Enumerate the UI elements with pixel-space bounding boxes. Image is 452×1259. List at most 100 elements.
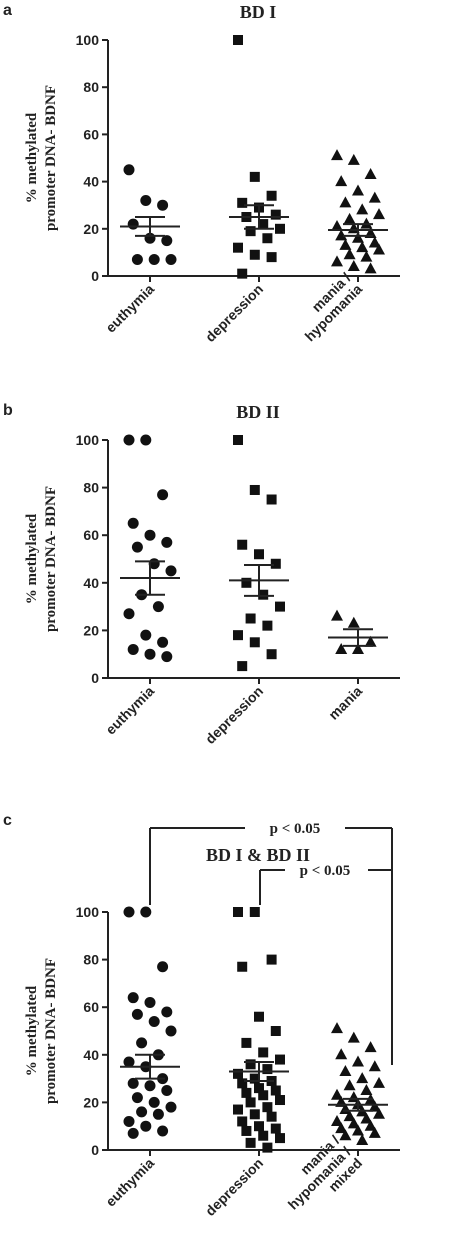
data-point (356, 1072, 369, 1084)
data-point (262, 620, 273, 631)
data-point (266, 649, 277, 660)
data-point (127, 1127, 139, 1139)
y-tick-label: 100 (76, 904, 100, 920)
data-point (352, 231, 364, 243)
y-axis-label: promoter DNA- BDNF (43, 958, 59, 1104)
data-point (140, 906, 152, 918)
panel-label: a (3, 2, 12, 19)
data-point (165, 1025, 177, 1037)
data-point (258, 589, 269, 600)
data-point (266, 252, 277, 263)
data-point (131, 1092, 143, 1104)
data-point (270, 1085, 281, 1096)
data-point (157, 489, 169, 501)
data-point (373, 1107, 385, 1119)
x-tick-label: depression (202, 1155, 266, 1219)
data-point (131, 541, 143, 553)
data-point (373, 1076, 385, 1088)
data-point (352, 1055, 364, 1067)
y-tick-label: 80 (83, 480, 99, 496)
data-point (165, 565, 177, 577)
data-point (343, 1110, 356, 1122)
data-point (368, 1060, 381, 1072)
data-point (161, 651, 173, 663)
y-tick-label: 60 (83, 527, 99, 543)
data-point (249, 1073, 260, 1084)
data-point (368, 1126, 381, 1138)
data-point (270, 1026, 281, 1036)
data-point (364, 635, 377, 647)
data-point (123, 434, 135, 446)
data-point (254, 1121, 264, 1132)
data-point (262, 1064, 273, 1075)
data-point (237, 197, 248, 208)
data-point (249, 637, 260, 648)
data-point (360, 250, 373, 262)
data-point (258, 1130, 269, 1141)
data-point (144, 996, 156, 1008)
data-point (233, 1068, 243, 1079)
data-point (127, 517, 139, 529)
y-tick-label: 20 (83, 622, 99, 638)
data-point (335, 1122, 348, 1134)
data-point (144, 1080, 156, 1092)
data-point (245, 613, 256, 624)
y-tick-label: 60 (83, 999, 99, 1015)
data-point (254, 1011, 264, 1022)
data-point (241, 1037, 252, 1048)
chart-title: BD I (240, 2, 277, 22)
data-point (237, 1078, 248, 1089)
data-point (148, 253, 160, 265)
data-point (331, 609, 343, 621)
data-point (331, 219, 343, 231)
data-point (157, 1125, 169, 1137)
data-point (331, 1022, 343, 1034)
data-point (364, 1119, 377, 1131)
x-tick-label: euthymia (102, 683, 157, 738)
data-point (249, 484, 260, 495)
data-point (335, 229, 348, 241)
data-point (331, 149, 343, 161)
data-point (241, 1125, 252, 1136)
data-point (123, 906, 135, 918)
data-point (249, 249, 260, 260)
data-point (237, 961, 248, 972)
data-point (352, 642, 364, 654)
y-tick-label: 40 (83, 575, 99, 591)
annotation: p < 0.05 (270, 821, 321, 837)
data-point (352, 184, 364, 196)
data-point (262, 1102, 273, 1113)
y-tick-label: 60 (83, 126, 99, 142)
data-point (368, 191, 381, 203)
chart-title: BD II (236, 402, 280, 422)
data-point (157, 636, 169, 648)
y-tick-label: 100 (76, 432, 100, 448)
data-point (144, 529, 156, 541)
data-point (237, 1116, 248, 1127)
x-tick-label: euthymia (102, 1155, 157, 1210)
data-point (123, 1056, 135, 1068)
data-point (123, 608, 135, 620)
data-point (258, 219, 269, 230)
data-point (233, 242, 243, 253)
data-point (237, 268, 248, 279)
data-point (339, 196, 352, 208)
data-point (123, 164, 135, 176)
data-point (347, 1031, 360, 1043)
data-point (233, 35, 243, 45)
data-point (368, 1100, 381, 1112)
data-point (368, 236, 381, 248)
data-point (335, 642, 348, 654)
data-point (127, 1077, 139, 1089)
data-point (233, 630, 243, 641)
data-point (144, 648, 156, 660)
data-point (123, 1115, 135, 1127)
chart-title: BD I & BD II (206, 845, 310, 865)
data-point (161, 536, 173, 548)
data-point (148, 1096, 160, 1108)
data-point (347, 1117, 360, 1129)
data-point (343, 212, 356, 224)
y-tick-label: 40 (83, 174, 99, 190)
x-tick-label: mania (325, 683, 365, 723)
x-tick-label: depression (202, 683, 266, 747)
